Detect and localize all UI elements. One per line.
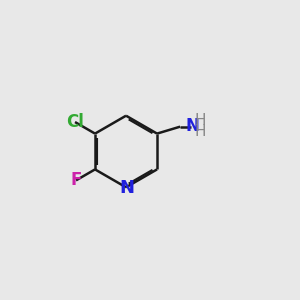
Text: H: H [194,124,206,139]
Text: H: H [194,113,206,128]
Text: N: N [119,179,134,197]
Text: F: F [70,171,82,189]
Text: Cl: Cl [66,113,84,131]
Text: N: N [186,116,200,134]
